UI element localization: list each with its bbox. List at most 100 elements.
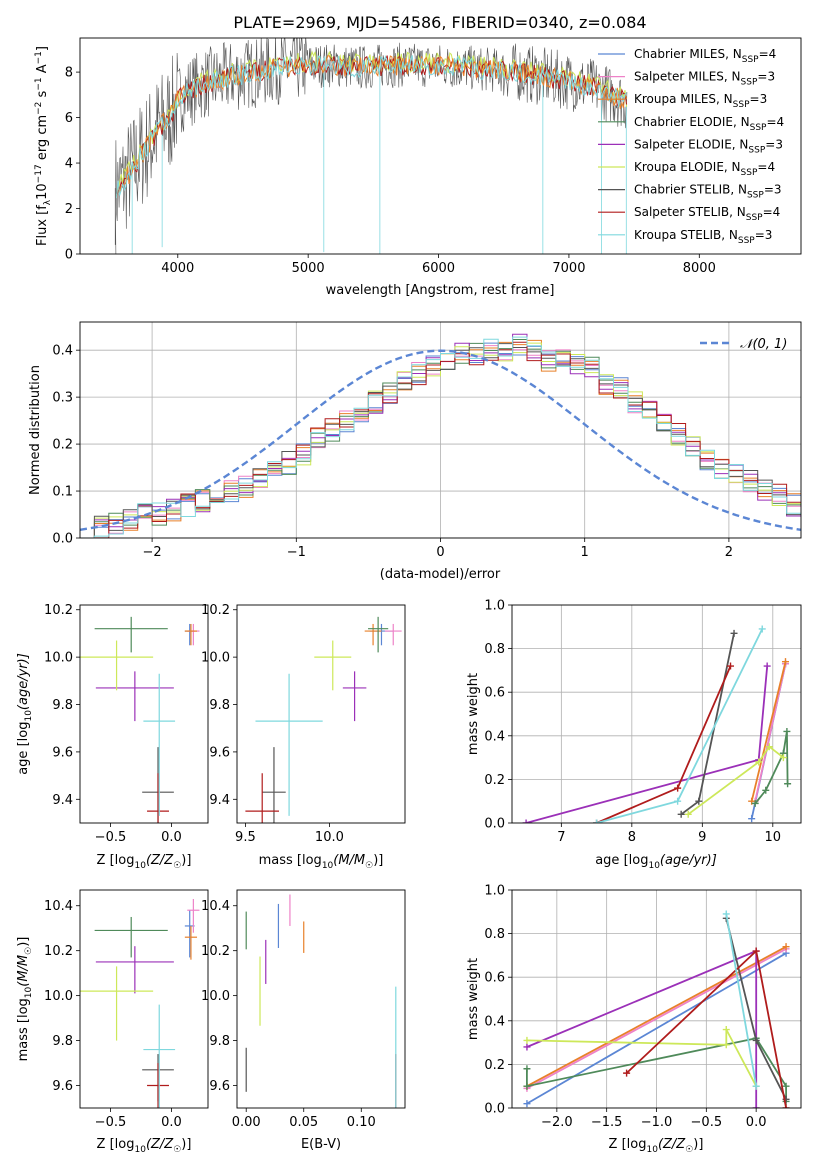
- spectrum-ylabel-part: erg cm: [35, 115, 50, 164]
- normal-distribution-curve: [80, 349, 801, 531]
- weight-z-panel-xtick-label: −0.5: [691, 1115, 723, 1130]
- weight-age-panel-ytick-label: 0.0: [484, 817, 505, 832]
- legend-entry-part: =4: [766, 115, 784, 129]
- mass-weight-age-line: [750, 661, 787, 802]
- mass-weight-age-point: [751, 799, 759, 807]
- age-z-xlabel-part: ☉: [173, 861, 181, 871]
- weight-age-panel-ytick-label: 1.0: [484, 599, 505, 614]
- weight-age-xlabel-part: (age/yr)]: [660, 853, 717, 868]
- spectrum-panel-plot-area: [114, 38, 628, 254]
- legend-entry-part: Chabrier STELIB, N: [634, 183, 747, 197]
- weight-z-panel-ytick-label: 0.4: [484, 1014, 505, 1029]
- spectrum-ylabel-part: −1: [34, 77, 44, 90]
- legend-entry-part: SSP: [748, 145, 765, 155]
- age-z-panel: −0.5 0.09.49.69.810.010.2Z [log10(Z/Z☉)]a…: [16, 603, 209, 871]
- residual-panel-xtick-label: 2: [725, 545, 733, 560]
- mass-weight-age-point: [784, 780, 792, 788]
- residual-panel-ytick-label: 0.4: [52, 344, 73, 359]
- weight-age-panel-plot-area: [512, 605, 801, 823]
- mass-weight-z-line: [526, 1029, 757, 1087]
- weight-z-panel-plot-area: [512, 890, 801, 1108]
- age-mass-panel-ytick-label: 9.6: [209, 745, 230, 760]
- spectrum-ylabel-part: 10: [35, 183, 50, 200]
- weight-age-ylabel: mass weight: [466, 673, 481, 755]
- weight-age-xlabel-part: 10: [648, 861, 660, 871]
- legend-entry-part: =3: [755, 228, 773, 242]
- legend-entry-part: SSP: [750, 123, 767, 133]
- residual-ylabel: Normed distribution: [28, 365, 43, 495]
- mass-weight-z-line: [526, 952, 787, 1105]
- mass-weight-z-line: [526, 945, 787, 1087]
- mass-weight-z-point: [623, 1069, 631, 1077]
- mass-weight-z-point: [752, 1036, 760, 1044]
- residual-panel-xtick-label: −2: [143, 545, 162, 560]
- weight-age-panel-xtick-label: 7: [557, 830, 565, 845]
- legend-entry-part: Chabrier ELODIE, N: [634, 115, 750, 129]
- residual-histogram: [80, 336, 801, 538]
- legend-entry-part: Kroupa MILES, N: [634, 92, 733, 106]
- spectrum-panel-ytick-label: 6: [65, 111, 73, 126]
- spectrum-xlabel: wavelength [Angstrom, rest frame]: [326, 283, 555, 298]
- mass-weight-age-point: [755, 758, 763, 766]
- mass-ebv-panel-xtick-label: 0.05: [289, 1115, 318, 1130]
- mass-weight-age-point: [781, 658, 789, 666]
- age-mass-panel-ytick-label: 9.4: [209, 793, 230, 808]
- legend-entry-part: =4: [763, 205, 781, 219]
- mass-weight-age-line: [596, 628, 764, 823]
- spectrum-panel-ytick-label: 0: [65, 248, 73, 263]
- spectrum-ylabel-part: −1: [34, 51, 44, 64]
- model-spectrum-line: [116, 54, 627, 199]
- age-mass-panel-ytick-label: 10.2: [201, 603, 230, 618]
- residual-panel-ytick-label: 0.2: [52, 438, 73, 453]
- age-z-panel-ytick-label: 9.6: [52, 745, 73, 760]
- age-mass-xlabel-part: (M/M: [333, 853, 365, 868]
- age-mass-panel-ytick-label: 10.0: [201, 651, 230, 666]
- weight-age-panel-xtick-label: 9: [698, 830, 706, 845]
- spectrum-panel-frame: [79, 37, 802, 255]
- weight-z-xlabel-part: Z [log: [609, 1137, 647, 1152]
- age-mass-panel-plot-area: [245, 616, 402, 823]
- mass-weight-z-point: [523, 1036, 531, 1044]
- mass-weight-z-point: [782, 1082, 790, 1090]
- mass-weight-z-point: [752, 1104, 760, 1108]
- mass-weight-z-point: [722, 910, 730, 918]
- mass-weight-age-point: [758, 625, 766, 633]
- legend-entry: Salpeter STELIB, NSSP=4: [634, 205, 780, 223]
- age-z-panel-xtick-label: 0.0: [161, 830, 182, 845]
- weight-z-xlabel-part: 10: [646, 1145, 658, 1155]
- mass-weight-age-point: [748, 797, 756, 805]
- legend-entry-part: =4: [759, 47, 777, 61]
- mass-weight-age-point: [684, 810, 692, 818]
- residual-panel-ytick-label: 0.0: [52, 532, 73, 547]
- weight-z-panel-ytick-label: 1.0: [484, 884, 505, 899]
- weight-age-panel-xtick-label: 8: [628, 830, 636, 845]
- mass-ebv-panel-ytick-label: 10.2: [201, 944, 230, 959]
- spectrum-ylabel-part: −2: [34, 102, 44, 115]
- residual-histogram: [80, 343, 801, 538]
- age-z-ylabel-part: (age/yr)]: [16, 653, 31, 710]
- mass-z-panel-xtick-label: 0.0: [161, 1115, 182, 1130]
- spectrum-panel: 4000 5000 6000 7000 8000 0 2 4 6 8 wavelength [Ang…: [34, 37, 802, 298]
- age-mass-panel: 9.5 10.0 9.4 9.6 9.8 10.0 10.2 mass [log10(M/M☉…: [201, 603, 406, 871]
- age-z-xlabel-part: Z [log: [97, 853, 135, 868]
- mass-z-ylabel-part: (M/M: [16, 955, 31, 987]
- mass-weight-z-point: [523, 1100, 531, 1108]
- mass-weight-age-point: [695, 797, 703, 805]
- age-z-xlabel-part: )]: [181, 853, 191, 868]
- age-mass-panel-ytick-label: 9.8: [209, 698, 230, 713]
- mass-z-panel-frame: [79, 889, 209, 1109]
- legend-entry-part: Kroupa STELIB, N: [634, 228, 738, 242]
- legend-entry: Salpeter MILES, NSSP=3: [634, 70, 775, 88]
- mass-weight-age-line: [754, 663, 787, 802]
- spectrum-panel-xtick-label: 6000: [422, 261, 455, 276]
- age-z-ylabel: age [log10(age/yr)]: [16, 653, 34, 775]
- legend-entry: Chabrier STELIB, NSSP=3: [634, 183, 782, 201]
- spectrum-ylabel: Flux [fλ10−17 erg cm−2 s−1 A−1]: [34, 46, 53, 246]
- mass-weight-z-point: [523, 1082, 531, 1090]
- mass-weight-age-point: [763, 662, 771, 670]
- weight-z-xlabel-part: (Z/Z: [658, 1137, 686, 1152]
- age-z-panel-ytick-label: 9.4: [52, 793, 73, 808]
- weight-z-xlabel-part: )]: [693, 1137, 703, 1152]
- legend-entry-part: SSP: [741, 168, 758, 178]
